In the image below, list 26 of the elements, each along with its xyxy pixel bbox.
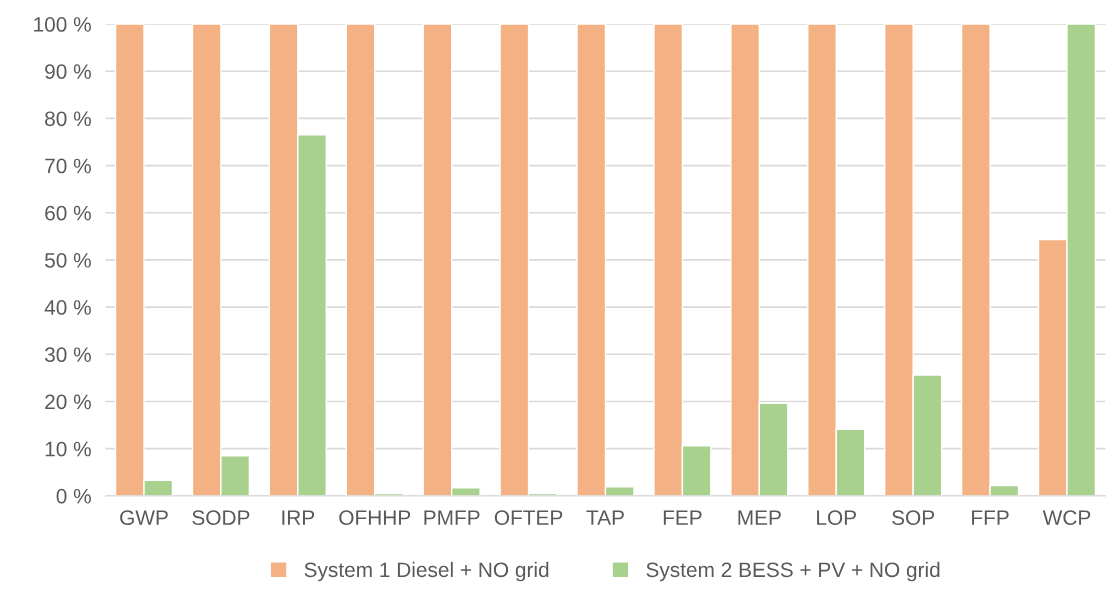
y-tick-label: 0 % (56, 488, 91, 504)
x-tick-label: OFHHP (339, 510, 411, 526)
x-tick-label: FEP (663, 510, 702, 525)
x-tick-label: FFP (972, 510, 1009, 525)
x-tick-label: MEP (738, 510, 781, 525)
y-tick-label: 70 % (45, 158, 91, 174)
y-tick-label: 60 % (45, 205, 91, 221)
y-tick-label: 10 % (45, 441, 91, 457)
y-tick-label: 90 % (45, 64, 91, 79)
x-tick-label: SOP (892, 510, 935, 526)
x-tick-label: TAP (586, 510, 624, 525)
x-tick-label: OFTEP (494, 510, 563, 526)
x-tick-label: SODP (192, 510, 250, 526)
legend-label: System 1 Diesel + NO grid (304, 561, 549, 582)
y-tick-label: 100 % (34, 17, 91, 32)
y-tick-label: 80 % (45, 111, 91, 127)
x-tick-label: LOP (817, 510, 856, 526)
x-tick-label: PMFP (424, 510, 480, 525)
legend-label: System 2 BESS + PV + NO grid (646, 561, 940, 582)
x-tick-label: IRP (282, 510, 315, 525)
y-tick-label: 30 % (44, 347, 91, 363)
y-tick-label: 20 % (45, 394, 91, 410)
y-tick-label: 50 % (45, 252, 91, 268)
x-tick-label: GWP (120, 510, 168, 526)
x-tick-label: WCP (1042, 510, 1091, 526)
y-tick-label: 40 % (44, 300, 91, 315)
